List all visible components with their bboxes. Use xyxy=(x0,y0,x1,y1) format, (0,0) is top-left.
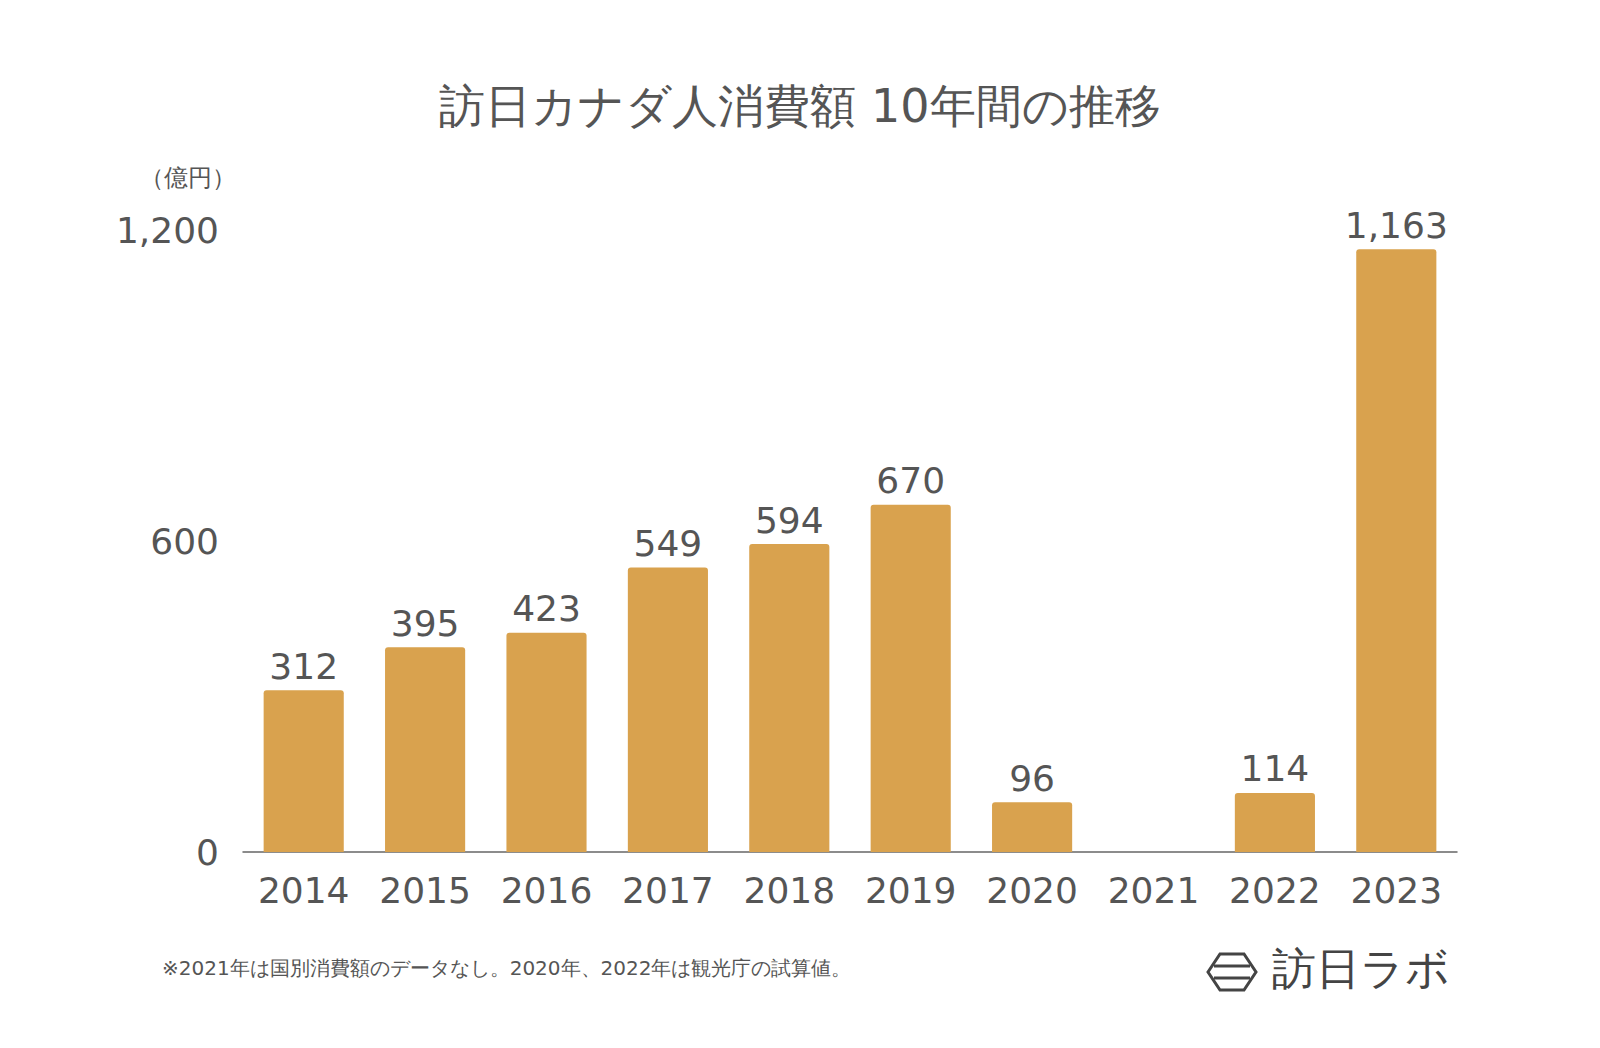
svg-text:600: 600 xyxy=(150,521,219,562)
svg-text:2021: 2021 xyxy=(1108,870,1200,911)
svg-text:1,200: 1,200 xyxy=(116,210,219,251)
svg-text:2015: 2015 xyxy=(379,870,471,911)
svg-text:395: 395 xyxy=(391,603,460,644)
svg-text:312: 312 xyxy=(269,646,338,687)
svg-text:670: 670 xyxy=(876,460,945,501)
svg-text:2020: 2020 xyxy=(986,870,1078,911)
svg-text:訪日カナダ人消費額 10年間の推移: 訪日カナダ人消費額 10年間の推移 xyxy=(439,79,1160,133)
svg-text:594: 594 xyxy=(755,500,824,541)
svg-text:2023: 2023 xyxy=(1350,870,1442,911)
svg-text:訪日ラボ: 訪日ラボ xyxy=(1272,943,1450,994)
svg-text:2014: 2014 xyxy=(258,870,350,911)
svg-text:2018: 2018 xyxy=(743,870,835,911)
svg-text:2017: 2017 xyxy=(622,870,714,911)
svg-text:114: 114 xyxy=(1241,748,1310,789)
svg-text:2016: 2016 xyxy=(501,870,593,911)
svg-text:549: 549 xyxy=(634,523,703,564)
svg-text:2022: 2022 xyxy=(1229,870,1321,911)
svg-text:0: 0 xyxy=(196,832,219,873)
svg-text:96: 96 xyxy=(1009,758,1055,799)
svg-text:1,163: 1,163 xyxy=(1345,205,1448,246)
svg-text:（億円）: （億円） xyxy=(140,164,236,192)
svg-text:※2021年は国別消費額のデータなし。2020年、2022年: ※2021年は国別消費額のデータなし。2020年、2022年は観光庁の試算値。 xyxy=(162,956,851,980)
svg-text:2019: 2019 xyxy=(865,870,957,911)
svg-text:423: 423 xyxy=(512,588,581,629)
